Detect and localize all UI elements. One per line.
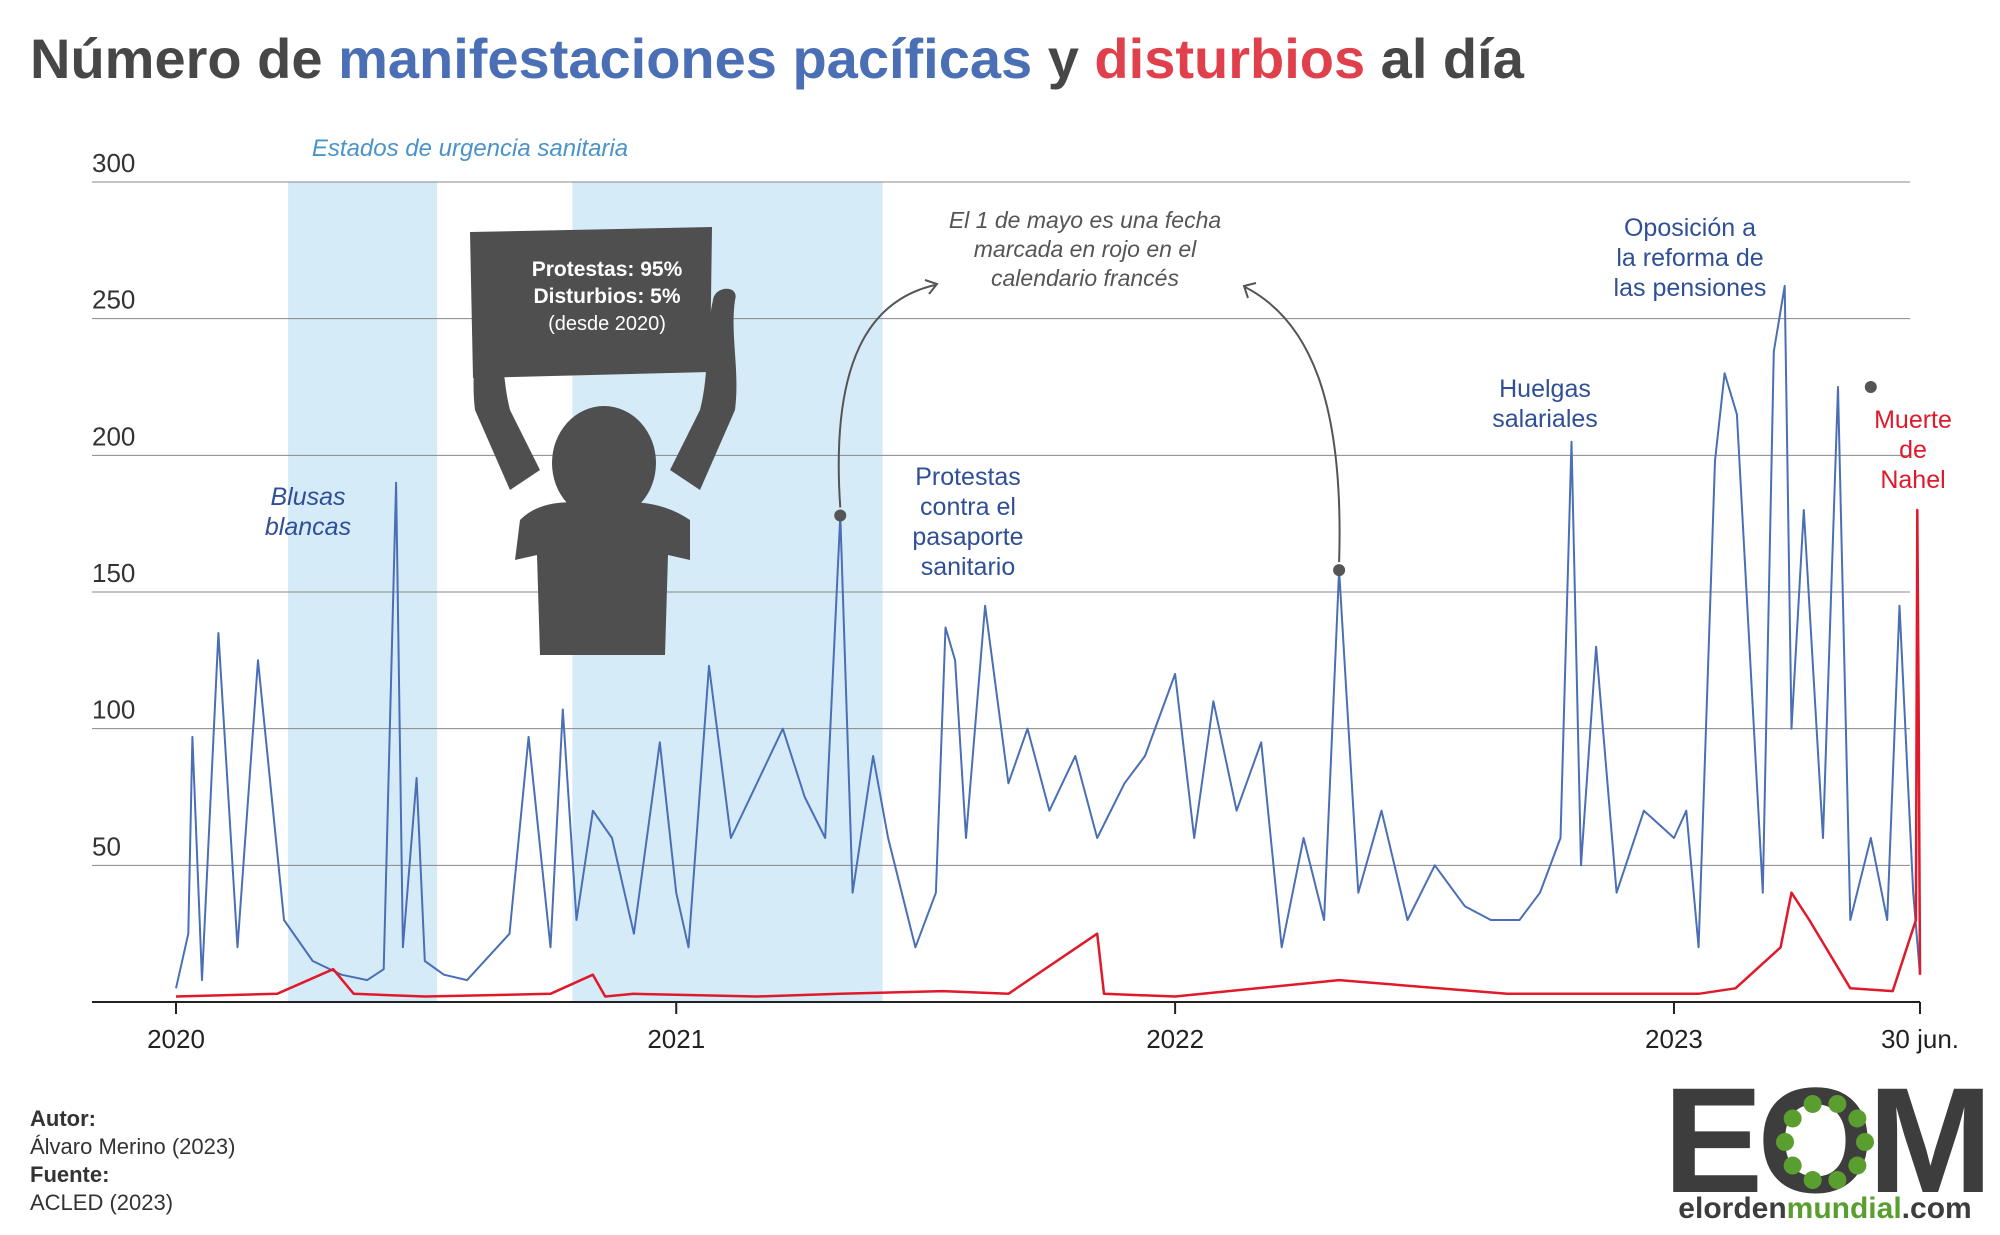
- y-tick-label-300: 300: [92, 148, 135, 178]
- logo-site-1: elorden: [1678, 1192, 1787, 1225]
- nahel-line-1: Muerte: [1874, 406, 1952, 434]
- y-tick-label-100: 100: [92, 695, 135, 725]
- huelgas-line-2: salariales: [1492, 405, 1598, 433]
- x-axis: 2020 2021 2022 2023 30 jun.: [92, 1001, 1959, 1054]
- title-riots: disturbios: [1094, 27, 1366, 90]
- logo-dot-4: [1803, 1171, 1822, 1190]
- logo-site-2: mundial: [1786, 1192, 1902, 1225]
- shade-label: Estados de urgencia sanitaria: [312, 135, 628, 162]
- sign-board: [470, 227, 712, 378]
- sign-line-1: Protestas: 95%: [532, 258, 683, 281]
- title-part-1: Número de: [30, 27, 339, 90]
- series-line-1: [175, 284, 1921, 989]
- logo-dot-5: [1783, 1156, 1802, 1175]
- pointer-dot-2023: [1864, 381, 1877, 393]
- logo-dot-8: [1803, 1094, 1822, 1113]
- source-value: ACLED (2023): [30, 1190, 174, 1215]
- mayo-line-2: marcada en rojo en el: [974, 236, 1197, 262]
- mayo-line-3: calendario francés: [991, 265, 1179, 291]
- blusas-line-1: Blusas: [270, 483, 345, 511]
- head-shape: [552, 406, 656, 520]
- author-label: Autor:: [30, 1106, 96, 1131]
- gridlines: 50 100 150 200 250 300: [92, 148, 1910, 866]
- pasaporte-line-3: pasaporte: [912, 523, 1023, 551]
- y-tick-label-200: 200: [92, 421, 135, 451]
- logo-dot-10: [1848, 1109, 1867, 1128]
- eom-logo: EOM: [1663, 1080, 1990, 1224]
- pointer-arrowhead-2021: [924, 279, 939, 295]
- logo-dot-3: [1828, 1171, 1847, 1190]
- sign-line-2: Disturbios: 5%: [533, 285, 680, 308]
- author-value: Álvaro Merino (2023): [30, 1134, 236, 1159]
- logo-dot-9: [1828, 1094, 1847, 1113]
- pointer-arrowhead-2022: [1242, 282, 1257, 299]
- pointer-curve-2022: [1244, 286, 1341, 563]
- source-label: Fuente:: [30, 1162, 110, 1187]
- x-tick-label-4: 2023: [1645, 1024, 1703, 1054]
- pensiones-line-1: Oposición a: [1624, 214, 1756, 242]
- sign-line-3: (desde 2020): [548, 313, 666, 335]
- logo-dot-6: [1776, 1133, 1794, 1151]
- nahel-line-2: de: [1899, 436, 1927, 464]
- pointer-curve-2021: [837, 284, 936, 508]
- x-tick-label-5: 30 jun.: [1881, 1024, 1959, 1054]
- huelgas-line-1: Huelgas: [1499, 375, 1591, 403]
- logo-dot-2: [1848, 1156, 1867, 1175]
- y-tick-label-150: 150: [92, 558, 135, 588]
- pensiones-line-2: la reforma de: [1616, 244, 1763, 272]
- x-tick-label-3: 2022: [1146, 1024, 1204, 1054]
- y-tick-label-50: 50: [92, 831, 121, 861]
- y-tick-label-250: 250: [92, 285, 135, 315]
- logo-dot-1: [1856, 1133, 1874, 1151]
- x-tick-label-2: 2021: [647, 1024, 705, 1054]
- torso-shape: [515, 502, 690, 655]
- x-tick-label-1: 2020: [147, 1024, 205, 1054]
- title-part-3: y: [1032, 27, 1095, 90]
- series-lines: [175, 284, 1922, 998]
- pasaporte-line-4: sanitario: [921, 553, 1016, 581]
- logo-letters: EOM: [1663, 1080, 1987, 1224]
- pensiones-line-3: las pensiones: [1614, 274, 1767, 302]
- nahel-line-3: Nahel: [1880, 466, 1945, 494]
- pointer-dot-2022: [1333, 564, 1346, 577]
- logo-site-3: .com: [1901, 1192, 1972, 1225]
- title-part-5: al día: [1365, 27, 1524, 90]
- right-arm-shape: [670, 288, 737, 490]
- chart-title: Número de manifestaciones pacíficas y di…: [30, 26, 1524, 91]
- blusas-line-2: blancas: [265, 513, 351, 541]
- series-line-2: [175, 508, 1922, 998]
- pasaporte-line-1: Protestas: [915, 463, 1021, 491]
- logo-dot-7: [1783, 1109, 1802, 1128]
- logo-website: elordenmundial.com: [1660, 1192, 1990, 1226]
- footer-credits: Autor: Álvaro Merino (2023) Fuente: ACLE…: [30, 1105, 235, 1217]
- title-protests: manifestaciones pacíficas: [338, 27, 1033, 90]
- pasaporte-line-2: contra el: [920, 493, 1016, 521]
- protester-figure: [470, 227, 737, 655]
- mayo-line-1: El 1 de mayo es una fecha: [949, 207, 1221, 233]
- annotation-pointers: [834, 279, 1877, 577]
- pointer-dot-2021: [834, 509, 847, 522]
